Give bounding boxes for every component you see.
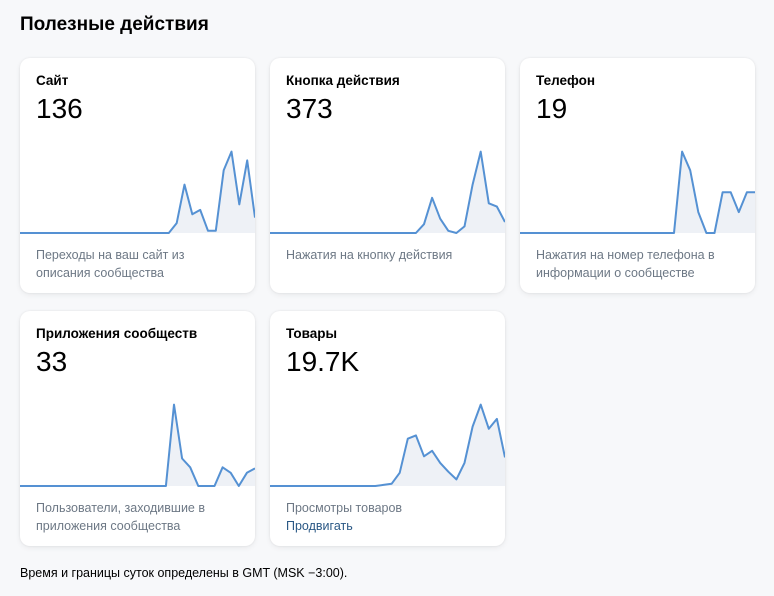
sparkline-area: [20, 404, 255, 486]
card-description: Нажатия на номер телефона в информации о…: [536, 248, 715, 280]
sparkline-chart: [20, 403, 255, 487]
card-description-text: Просмотры товаров: [286, 501, 403, 515]
card-title: Сайт: [36, 73, 69, 88]
card-title: Телефон: [536, 73, 596, 88]
promote-link[interactable]: Продвигать: [286, 519, 353, 533]
card-value: 19: [536, 93, 568, 124]
card-title: Кнопка действия: [286, 73, 400, 88]
sparkline-line: [20, 403, 255, 487]
card-value: 373: [286, 93, 333, 124]
card-description: Пользователи, заходившие в приложения со…: [36, 501, 205, 533]
card-site[interactable]: Сайт 136 Переходы на ваш сайт из описани…: [20, 58, 255, 293]
sparkline-line: [270, 403, 505, 487]
sparkline-area: [520, 151, 755, 233]
card-title: Приложения сообществ: [36, 326, 198, 341]
page-title: Полезные действия: [20, 14, 209, 35]
sparkline-chart: [270, 403, 505, 487]
card-description: Нажатия на кнопку действия: [286, 248, 453, 262]
sparkline-area: [270, 151, 505, 233]
sparkline-chart: [520, 150, 755, 234]
timezone-note: Время и границы суток определены в GMT (…: [20, 566, 348, 580]
sparkline-line: [520, 150, 755, 234]
sparkline-chart: [20, 150, 255, 234]
sparkline-chart: [270, 150, 505, 234]
sparkline-area: [270, 404, 505, 486]
card-phone[interactable]: Телефон 19 Нажатия на номер телефона в и…: [520, 58, 755, 293]
card-products[interactable]: Товары 19.7K Просмотры товаров Продвигат…: [270, 311, 505, 546]
card-value: 19.7K: [286, 346, 360, 377]
card-description: Переходы на ваш сайт из описания сообщес…: [36, 248, 185, 280]
card-action-button[interactable]: Кнопка действия 373 Нажатия на кнопку де…: [270, 58, 505, 293]
card-title: Товары: [286, 326, 338, 341]
sparkline-line: [20, 150, 255, 234]
card-description: Просмотры товаров Продвигать: [286, 499, 491, 535]
card-value: 136: [36, 93, 83, 124]
sparkline-area: [20, 151, 255, 233]
sparkline-line: [270, 150, 505, 234]
card-value: 33: [36, 346, 68, 377]
card-community-apps[interactable]: Приложения сообществ 33 Пользователи, за…: [20, 311, 255, 546]
